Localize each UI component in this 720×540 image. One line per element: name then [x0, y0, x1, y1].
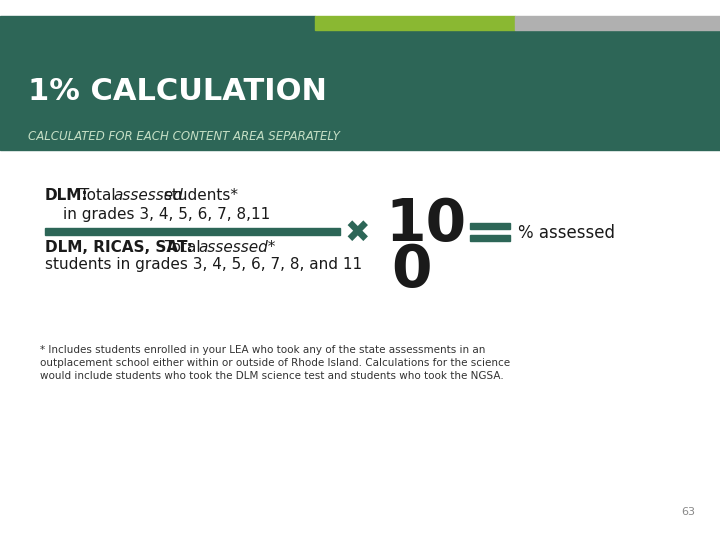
- Text: assessed*: assessed*: [198, 240, 275, 254]
- Text: ✖: ✖: [344, 219, 370, 247]
- Bar: [0, 16, 315, 30]
- Text: * Includes students enrolled in your LEA who took any of the state assessments i: * Includes students enrolled in your LEA…: [40, 345, 485, 355]
- Text: students*: students*: [159, 188, 238, 204]
- Text: in grades 3, 4, 5, 6, 7, 8,11: in grades 3, 4, 5, 6, 7, 8,11: [63, 206, 270, 221]
- Bar: [45, 228, 340, 235]
- Bar: [0, 30, 720, 150]
- Text: Total: Total: [75, 188, 120, 204]
- Text: outplacement school either within or outside of Rhode Island. Calculations for t: outplacement school either within or out…: [40, 358, 510, 368]
- Text: CALCULATED FOR EACH CONTENT AREA SEPARATELY: CALCULATED FOR EACH CONTENT AREA SEPARAT…: [28, 131, 340, 144]
- Bar: [515, 16, 720, 30]
- Text: DLM, RICAS, SAT:: DLM, RICAS, SAT:: [45, 240, 193, 254]
- Text: % assessed: % assessed: [518, 224, 615, 242]
- Bar: [470, 235, 510, 241]
- Text: would include students who took the DLM science test and students who took the N: would include students who took the DLM …: [40, 371, 504, 381]
- Text: 1% CALCULATION: 1% CALCULATION: [28, 78, 327, 106]
- Bar: [470, 223, 510, 229]
- Text: 0: 0: [391, 241, 431, 299]
- Text: DLM:: DLM:: [45, 188, 89, 204]
- Text: 63: 63: [681, 507, 695, 517]
- Text: students in grades 3, 4, 5, 6, 7, 8, and 11: students in grades 3, 4, 5, 6, 7, 8, and…: [45, 258, 362, 273]
- Text: 10: 10: [385, 197, 466, 253]
- Text: assessed: assessed: [113, 188, 183, 204]
- Bar: [315, 16, 515, 30]
- Text: Total: Total: [160, 240, 205, 254]
